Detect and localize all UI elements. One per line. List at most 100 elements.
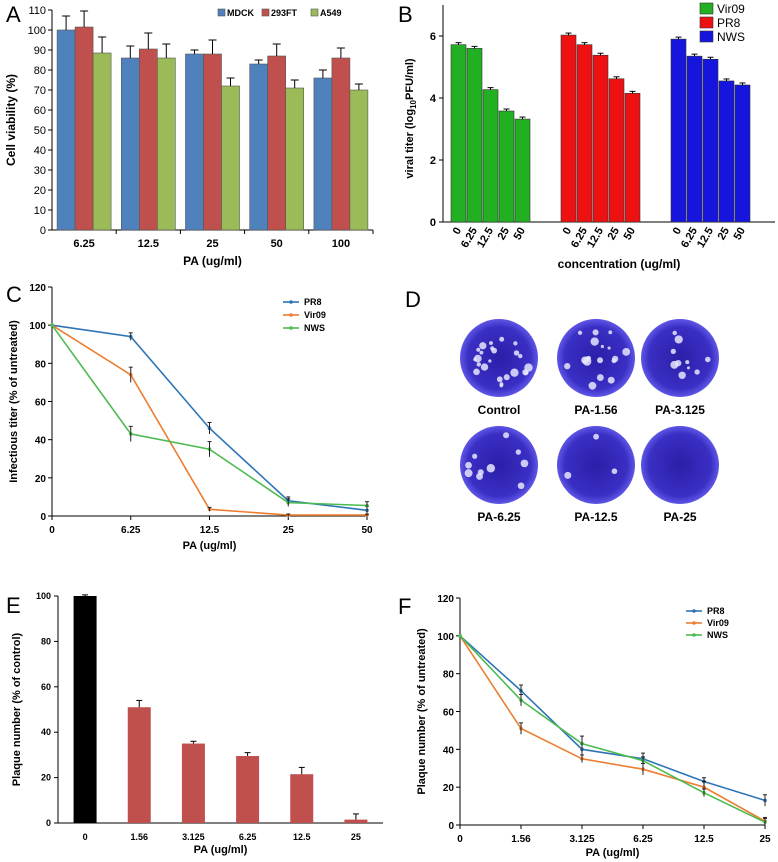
panel-c-xtick-label-0: 0: [49, 525, 55, 536]
panel-e-ytick-label-0: 0: [46, 818, 51, 828]
panel-e-ytick-label-80: 80: [41, 636, 51, 646]
panel-c-legend: PR8 Vir09 NWS: [283, 297, 326, 333]
panel-b-xtick-label-nws-6-25: 6.25: [679, 226, 700, 251]
panel-f-xtick-label-12-5: 12.5: [694, 834, 714, 845]
plaque-spot: [488, 359, 492, 363]
panel-b-ylabel: viral titer (log10PFU/ml): [404, 58, 418, 178]
panel-a-legend-label-a549: A549: [320, 8, 342, 18]
panel-e-bar-3-125: [181, 743, 205, 823]
panel-e-bar-12-5: [290, 774, 314, 823]
panel-c-ytick-label-20: 20: [35, 474, 47, 485]
panel-b-xtick-label-vir09-25: 25: [496, 226, 513, 243]
panel-b-errorbar-vir09-1: [471, 45, 478, 49]
panel-b-bar-nws-1: [686, 55, 703, 223]
plaque-spot: [590, 337, 599, 346]
panel-b-errorbar-vir09-3: [503, 108, 510, 112]
plaque-spot: [597, 357, 604, 364]
panel-c-ytick-label-0: 0: [40, 512, 46, 523]
panel-c-legend-marker-nws: [289, 326, 293, 330]
panel-b-legend-swatch-nws: [699, 30, 714, 43]
plaque-spot: [513, 341, 518, 346]
panel-a-xtick-label-6-25: 6.25: [73, 238, 94, 250]
panel-a-bar-mdck-3: [249, 63, 268, 231]
plaque-dish-pa-1-56: [557, 319, 635, 397]
panel-a-ytick-label-90: 90: [34, 45, 46, 57]
panel-a-bar-mdck-1: [121, 57, 140, 231]
panel-label-c: C: [6, 282, 22, 307]
plaque-spot: [496, 376, 503, 383]
plaque-spot: [464, 469, 473, 478]
panel-a-ylabel: Cell viability (%): [4, 74, 18, 166]
panel-f-legend-marker-vir09: [692, 621, 696, 625]
panel-c-errorbar-vir09-1: [128, 366, 133, 383]
panel-f-ytick-label-0: 0: [448, 821, 454, 832]
panel-c-legend-label-nws: NWS: [304, 323, 325, 333]
panel-b-errorbar-nws-4: [739, 82, 746, 85]
plaque-spot: [600, 344, 604, 349]
plaque-spot: [518, 353, 523, 359]
panel-e-xtick-label-1-56: 1.56: [130, 832, 148, 842]
plaque-spot: [476, 347, 481, 352]
plaque-spot: [607, 346, 611, 350]
panel-a-xtick-label-50: 50: [271, 238, 283, 250]
panel-f-xtick-label-3-125: 3.125: [569, 834, 594, 845]
panel-f-legend-marker-nws: [692, 633, 696, 637]
plaque-dish-pa-12-5: [557, 426, 635, 504]
panel-a-ytick-label-70: 70: [34, 85, 46, 97]
plaque-spot: [503, 432, 510, 439]
plaque-spot: [476, 362, 482, 367]
panel-b-xtick-label-pr8-0: 0: [561, 226, 574, 237]
panel-f-errorbar-nws-2: [580, 735, 584, 752]
panel-b-xtick-label-nws-25: 25: [716, 226, 733, 243]
plaque-spot: [503, 374, 510, 381]
plaque-spot: [612, 355, 619, 362]
panel-a-bar-293ft-1: [139, 48, 158, 231]
panel-a-ytick-label-10: 10: [34, 205, 46, 217]
panel-a-ytick-label-50: 50: [34, 125, 46, 137]
panel-a-bar-mdck-2: [185, 53, 204, 231]
plaque-spot: [596, 374, 604, 382]
panel-a-ytick-label-100: 100: [28, 25, 46, 37]
panel-b-ytick-label-0: 0: [430, 217, 436, 229]
plaque-dish-control: [460, 319, 538, 397]
panel-a-errorbar-293ft-2: [208, 39, 217, 54]
panel-b-bar-pr8-2: [592, 54, 609, 223]
panel-b-ytick-label-4: 4: [430, 93, 437, 105]
panel-a-bar-293ft-0: [74, 26, 94, 231]
panel-f-legend-marker-pr8: [692, 609, 696, 613]
plaque-dish-pa-25: [641, 426, 719, 504]
panel-a-series-a549: [92, 36, 369, 231]
plaque-spot: [479, 350, 484, 355]
panel-b-ylabel-suffix: PFU/ml): [404, 58, 416, 100]
panel-a-legend-label-293ft: 293FT: [271, 8, 298, 18]
panel-a-ytick-label-30: 30: [34, 165, 46, 177]
panel-e-errorbar-0: [82, 594, 89, 596]
plaque-spot: [473, 368, 480, 376]
plaque-spot: [608, 330, 613, 335]
panel-b-xtick-label-vir09-0: 0: [451, 226, 464, 237]
panel-a-xtick-label-25: 25: [206, 238, 218, 250]
panel-f-ytick-label-60: 60: [443, 708, 455, 719]
plaque-spot: [694, 369, 700, 375]
panel-a-legend: MDCK 293FT A549: [217, 8, 342, 18]
panel-f-ytick-label-80: 80: [443, 670, 455, 681]
panel-b-xtick-label-nws-0: 0: [671, 226, 684, 237]
plaque-well-label-pa-25: PA-25: [663, 510, 696, 524]
panel-a-legend-swatch-a549: [310, 8, 319, 17]
plaque-spot: [486, 463, 496, 473]
panel-e-errorbar-3-125: [190, 740, 197, 744]
panel-e-ytick-label-40: 40: [41, 727, 51, 737]
panel-b-legend-swatch-vir09: [699, 2, 714, 15]
plaque-spot: [476, 472, 483, 480]
panel-e-bar-1-56: [127, 707, 151, 823]
panel-a-bar-a549-3: [285, 87, 305, 231]
panel-f-axes: 0 20 40 60 80 100 120 0 1.56 3.125 6.25 12.5 25: [437, 594, 771, 845]
panel-a-ytick-label-60: 60: [34, 105, 46, 117]
panel-e-xtick-label-3-125: 3.125: [182, 832, 205, 842]
panel-b-legend-swatch-pr8: [699, 16, 714, 29]
panel-b-errorbar-pr8-2: [597, 52, 604, 56]
panel-b-bar-vir09-1: [466, 48, 483, 223]
panel-a-axes: 0 10 20 30 40 50 60 70 80 90 100 110 6.25 12.5 25 50 100: [28, 5, 374, 250]
panel-a-bar-a549-4: [349, 89, 369, 231]
panel-b-xtick-label-nws-50: 50: [732, 226, 749, 243]
